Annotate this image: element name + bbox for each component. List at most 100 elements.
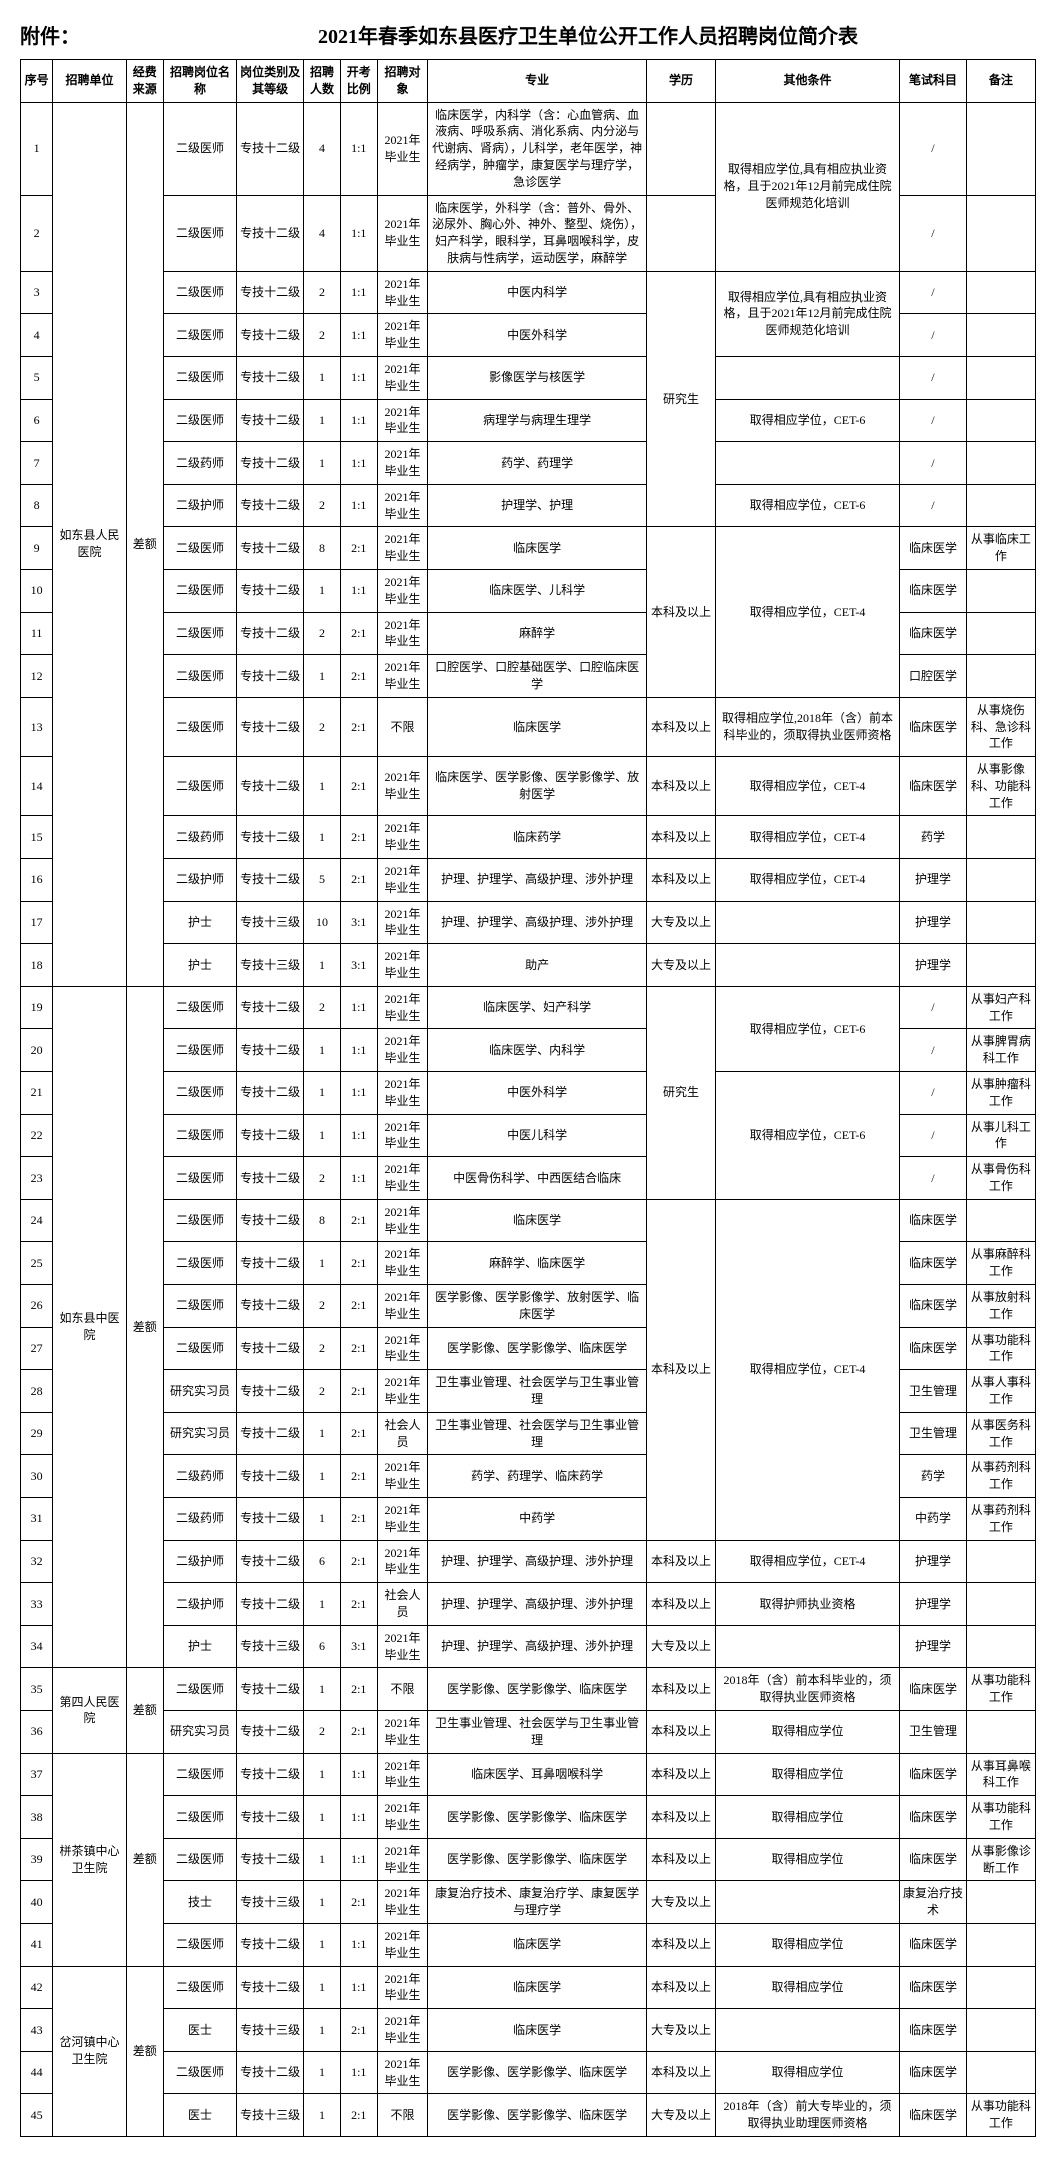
table-row: 18护士专技十三级13:12021年毕业生助产大专及以上护理学 bbox=[21, 944, 1036, 987]
table-cell: 临床医学 bbox=[900, 2051, 967, 2094]
table-cell: 从事麻醉科工作 bbox=[966, 1242, 1035, 1285]
table-cell: 取得相应学位，CET-4 bbox=[715, 816, 899, 859]
table-cell: 取得相应学位 bbox=[715, 1966, 899, 2009]
table-cell: 卫生事业管理、社会医学与卫生事业管理 bbox=[428, 1710, 647, 1753]
table-cell: 医学影像、医学影像学、临床医学 bbox=[428, 1838, 647, 1881]
table-cell: 专技十二级 bbox=[237, 697, 304, 756]
table-cell: 临床医学 bbox=[428, 1966, 647, 2009]
table-cell: 专技十二级 bbox=[237, 1370, 304, 1413]
table-row: 24二级医师专技十二级82:12021年毕业生临床医学本科及以上取得相应学位，C… bbox=[21, 1199, 1036, 1242]
table-cell: 2021年毕业生 bbox=[377, 1838, 428, 1881]
table-cell: 专技十二级 bbox=[237, 2051, 304, 2094]
table-cell: 专技十二级 bbox=[237, 1668, 304, 1711]
table-cell: 8 bbox=[21, 484, 53, 527]
table-cell: 取得相应学位,2018年（含）前本科毕业的，须取得执业医师资格 bbox=[715, 697, 899, 756]
table-cell bbox=[715, 944, 899, 987]
table-cell: 护理、护理学、高级护理、涉外护理 bbox=[428, 901, 647, 944]
table-cell: 专技十二级 bbox=[237, 655, 304, 698]
table-cell: 2021年毕业生 bbox=[377, 2051, 428, 2094]
table-cell: 二级医师 bbox=[163, 1072, 237, 1115]
table-row: 41二级医师专技十二级11:12021年毕业生临床医学本科及以上取得相应学位临床… bbox=[21, 1923, 1036, 1966]
table-cell: 1:1 bbox=[340, 399, 377, 442]
table-cell: 2021年毕业生 bbox=[377, 986, 428, 1029]
table-cell: 4 bbox=[304, 195, 341, 271]
table-cell: 研究实习员 bbox=[163, 1370, 237, 1413]
table-cell: 专技十二级 bbox=[237, 484, 304, 527]
table-cell: 2:1 bbox=[340, 1881, 377, 1924]
table-cell: 专技十二级 bbox=[237, 1114, 304, 1157]
table-cell: 2:1 bbox=[340, 1327, 377, 1370]
table-cell: 2021年毕业生 bbox=[377, 399, 428, 442]
table-cell: 2 bbox=[304, 697, 341, 756]
table-cell: / bbox=[900, 356, 967, 399]
table-cell: 中医骨伤科学、中西医结合临床 bbox=[428, 1157, 647, 1200]
table-cell: 麻醉学 bbox=[428, 612, 647, 655]
table-cell: 1:1 bbox=[340, 1029, 377, 1072]
table-cell: 8 bbox=[304, 527, 341, 570]
table-cell: 二级医师 bbox=[163, 314, 237, 357]
table-cell: 从事妇产科工作 bbox=[966, 986, 1035, 1029]
table-cell: 护理学 bbox=[900, 944, 967, 987]
table-cell: 二级医师 bbox=[163, 757, 237, 816]
table-cell: 1 bbox=[304, 944, 341, 987]
table-cell: 取得相应学位,具有相应执业资格，且于2021年12月前完成住院医师规范化培训 bbox=[715, 271, 899, 356]
table-cell: 2021年毕业生 bbox=[377, 356, 428, 399]
table-cell: 2021年毕业生 bbox=[377, 901, 428, 944]
table-cell: 2 bbox=[304, 1157, 341, 1200]
table-cell: 护理、护理学、高级护理、涉外护理 bbox=[428, 1583, 647, 1626]
table-cell: 26 bbox=[21, 1285, 53, 1328]
table-cell: 护理、护理学、高级护理、涉外护理 bbox=[428, 1540, 647, 1583]
table-cell: 如东县中医院 bbox=[53, 986, 127, 1668]
table-body: 1如东县人民医院差额二级医师专技十二级41:12021年毕业生临床医学，内科学（… bbox=[21, 102, 1036, 2136]
table-cell: 2021年毕业生 bbox=[377, 1242, 428, 1285]
table-cell: 专技十二级 bbox=[237, 612, 304, 655]
table-cell: 临床医学 bbox=[900, 1923, 967, 1966]
table-row: 8二级护师专技十二级21:12021年毕业生护理学、护理取得相应学位，CET-6… bbox=[21, 484, 1036, 527]
table-cell: 卫生管理 bbox=[900, 1370, 967, 1413]
table-row: 44二级医师专技十二级11:12021年毕业生医学影像、医学影像学、临床医学本科… bbox=[21, 2051, 1036, 2094]
table-cell: 专技十二级 bbox=[237, 1412, 304, 1455]
table-cell: 大专及以上 bbox=[646, 944, 715, 987]
table-row: 38二级医师专技十二级11:12021年毕业生医学影像、医学影像学、临床医学本科… bbox=[21, 1796, 1036, 1839]
table-header-cell: 其他条件 bbox=[715, 60, 899, 103]
table-cell: 大专及以上 bbox=[646, 901, 715, 944]
table-cell: 2:1 bbox=[340, 527, 377, 570]
table-cell: 34 bbox=[21, 1625, 53, 1668]
table-cell: 2021年毕业生 bbox=[377, 1114, 428, 1157]
table-cell: 2:1 bbox=[340, 1710, 377, 1753]
table-cell: 3:1 bbox=[340, 1625, 377, 1668]
table-cell: 取得相应学位，CET-4 bbox=[715, 757, 899, 816]
table-cell: 2:1 bbox=[340, 1497, 377, 1540]
table-cell: 1:1 bbox=[340, 1072, 377, 1115]
table-cell: 二级医师 bbox=[163, 356, 237, 399]
table-cell: 临床医学、耳鼻咽喉科学 bbox=[428, 1753, 647, 1796]
table-cell: 2021年毕业生 bbox=[377, 1796, 428, 1839]
table-cell: 大专及以上 bbox=[646, 2009, 715, 2052]
table-cell: 43 bbox=[21, 2009, 53, 2052]
table-cell: 从事功能科工作 bbox=[966, 1796, 1035, 1839]
table-header-cell: 学历 bbox=[646, 60, 715, 103]
table-cell: 1 bbox=[304, 655, 341, 698]
table-cell: 本科及以上 bbox=[646, 1838, 715, 1881]
table-header-cell: 招聘岗位名 称 bbox=[163, 60, 237, 103]
table-cell: 差额 bbox=[126, 102, 163, 986]
table-cell: 二级医师 bbox=[163, 1157, 237, 1200]
table-cell: 1 bbox=[304, 442, 341, 485]
table-cell: 卫生事业管理、社会医学与卫生事业管理 bbox=[428, 1412, 647, 1455]
table-row: 9二级医师专技十二级82:12021年毕业生临床医学本科及以上取得相应学位，CE… bbox=[21, 527, 1036, 570]
table-cell bbox=[715, 2009, 899, 2052]
table-cell: 从事影像诊断工作 bbox=[966, 1838, 1035, 1881]
table-cell: 二级医师 bbox=[163, 1327, 237, 1370]
table-cell: 临床医学 bbox=[900, 1838, 967, 1881]
table-cell: 从事烧伤科、急诊科工作 bbox=[966, 697, 1035, 756]
table-cell: 取得相应学位，CET-4 bbox=[715, 1540, 899, 1583]
table-cell: 医学影像、医学影像学、临床医学 bbox=[428, 1668, 647, 1711]
table-cell: 2018年（含）前本科毕业的，须取得执业医师资格 bbox=[715, 1668, 899, 1711]
table-cell: 专技十二级 bbox=[237, 1072, 304, 1115]
table-cell: 6 bbox=[304, 1540, 341, 1583]
table-cell: 临床医学、内科学 bbox=[428, 1029, 647, 1072]
table-header-cell: 招聘人数 bbox=[304, 60, 341, 103]
table-cell: 2021年毕业生 bbox=[377, 195, 428, 271]
table-cell: 16 bbox=[21, 859, 53, 902]
table-cell: 不限 bbox=[377, 697, 428, 756]
